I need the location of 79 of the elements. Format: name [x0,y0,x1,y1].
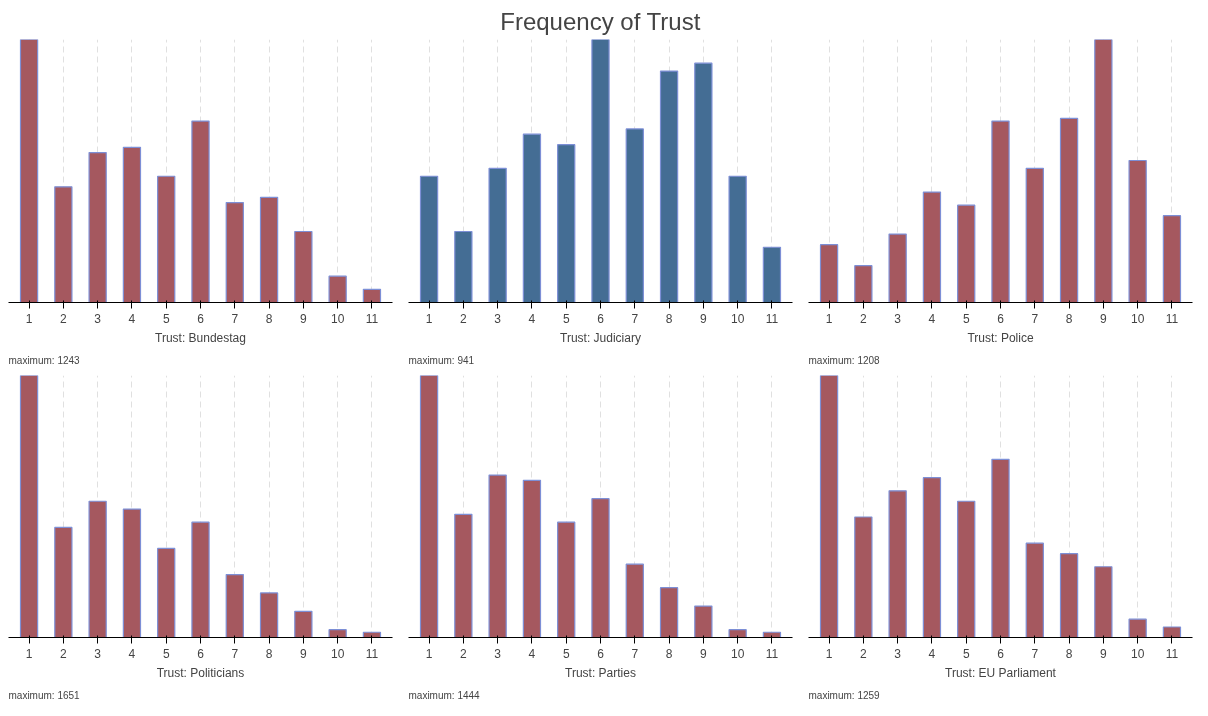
x-tick-label: 6 [197,646,205,661]
x-tick-label: 2 [60,646,68,661]
x-tick-label: 8 [1065,646,1073,661]
x-tick-label: 1 [25,646,33,661]
x-tick-label: 8 [665,311,673,326]
x-tick-label: 5 [162,646,170,661]
x-tick-label: 2 [860,311,868,326]
x-tick-label: 4 [928,311,936,326]
x-tick-label: 9 [1100,311,1108,326]
x-tick-label: 11 [365,646,379,661]
text: maximum: 1259 [808,689,881,701]
chart-title: Frequency of Trust [500,7,701,35]
x-tick-label: 9 [300,311,308,326]
x-tick-label: 6 [197,311,205,326]
x-tick-label: 5 [162,311,170,326]
text: maximum: 1444 [408,689,481,701]
x-tick-label: 9 [700,311,708,326]
x-tick-label: 3 [894,646,902,661]
x-tick-label: 3 [94,311,102,326]
x-tick-label: 9 [700,646,708,661]
text: maximum: 941 [408,354,475,366]
x-tick-label: 11 [765,646,779,661]
x-tick-label: 2 [460,311,468,326]
x-tick-label: 5 [562,646,570,661]
x-tick-label: 11 [765,311,779,326]
x-axis-title: Trust: Parties [565,665,636,680]
x-tick-label: 11 [1165,646,1179,661]
x-tick-label: 7 [1031,646,1039,661]
x-tick-label: 1 [425,646,433,661]
x-tick-label: 3 [494,311,502,326]
x-tick-label: 4 [528,646,536,661]
x-tick-label: 2 [860,646,868,661]
x-tick-label: 1 [425,311,433,326]
x-axis-title: Trust: Bundestag [155,330,246,345]
x-tick-label: 10 [730,646,745,661]
text: maximum: 1651 [8,689,81,701]
x-axis-title: Trust: Police [967,330,1034,345]
x-tick-label: 10 [330,311,345,326]
x-tick-label: 5 [962,646,970,661]
x-tick-label: 6 [597,646,605,661]
x-tick-label: 10 [730,311,745,326]
x-tick-label: 7 [231,311,239,326]
x-tick-label: 8 [1065,311,1073,326]
x-tick-label: 5 [562,311,570,326]
x-tick-label: 3 [894,311,902,326]
x-tick-label: 7 [631,311,639,326]
x-axis-title: Trust: EU Parliament [945,665,1057,680]
x-tick-label: 1 [25,311,33,326]
x-tick-label: 3 [94,646,102,661]
x-tick-label: 9 [300,646,308,661]
x-tick-label: 7 [1031,311,1039,326]
x-axis-title: Trust: Judiciary [560,330,641,345]
x-tick-label: 2 [460,646,468,661]
x-tick-label: 9 [1100,646,1108,661]
text: maximum: 1208 [808,354,881,366]
x-tick-label: 7 [631,646,639,661]
x-tick-label: 4 [128,646,136,661]
x-tick-label: 6 [597,311,605,326]
x-tick-label: 11 [365,311,379,326]
x-tick-label: 5 [962,311,970,326]
x-tick-label: 8 [265,311,273,326]
x-tick-label: 6 [997,311,1005,326]
x-tick-label: 3 [494,646,502,661]
x-tick-label: 7 [231,646,239,661]
x-tick-label: 10 [1130,646,1145,661]
x-tick-label: 8 [265,646,273,661]
text: maximum: 1243 [8,354,81,366]
x-tick-label: 4 [128,311,136,326]
x-tick-label: 2 [60,311,68,326]
x-tick-label: 8 [665,646,673,661]
x-tick-label: 1 [825,646,833,661]
x-tick-label: 10 [330,646,345,661]
x-tick-label: 11 [1165,311,1179,326]
x-tick-label: 4 [528,311,536,326]
x-tick-label: 4 [928,646,936,661]
x-axis-title: Trust: Politicians [156,665,245,680]
x-tick-label: 10 [1130,311,1145,326]
x-tick-label: 1 [825,311,833,326]
x-tick-label: 6 [997,646,1005,661]
